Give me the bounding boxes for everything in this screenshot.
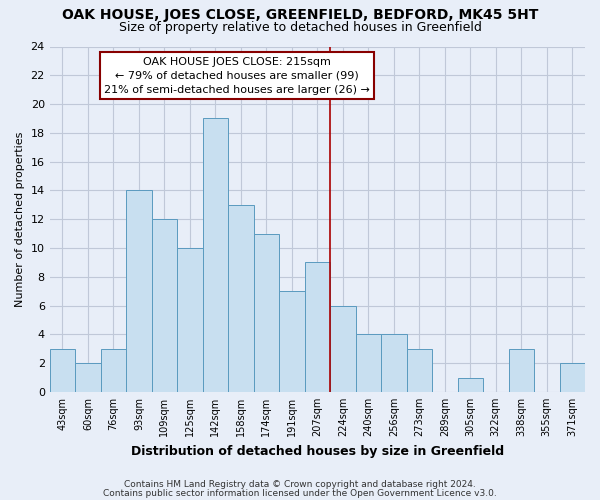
Text: OAK HOUSE, JOES CLOSE, GREENFIELD, BEDFORD, MK45 5HT: OAK HOUSE, JOES CLOSE, GREENFIELD, BEDFO… bbox=[62, 8, 538, 22]
Bar bbox=[75, 363, 101, 392]
Bar bbox=[356, 334, 381, 392]
Bar bbox=[305, 262, 330, 392]
Text: Contains HM Land Registry data © Crown copyright and database right 2024.: Contains HM Land Registry data © Crown c… bbox=[124, 480, 476, 489]
Bar bbox=[330, 306, 356, 392]
Bar bbox=[560, 363, 585, 392]
Text: Size of property relative to detached houses in Greenfield: Size of property relative to detached ho… bbox=[119, 21, 481, 34]
Bar bbox=[152, 219, 177, 392]
Bar bbox=[458, 378, 483, 392]
Bar bbox=[203, 118, 228, 392]
Bar bbox=[50, 349, 75, 392]
Text: Contains public sector information licensed under the Open Government Licence v3: Contains public sector information licen… bbox=[103, 488, 497, 498]
Text: OAK HOUSE JOES CLOSE: 215sqm
← 79% of detached houses are smaller (99)
21% of se: OAK HOUSE JOES CLOSE: 215sqm ← 79% of de… bbox=[104, 57, 370, 95]
Bar bbox=[407, 349, 432, 392]
Bar bbox=[228, 205, 254, 392]
X-axis label: Distribution of detached houses by size in Greenfield: Distribution of detached houses by size … bbox=[131, 444, 504, 458]
Bar bbox=[126, 190, 152, 392]
Bar bbox=[101, 349, 126, 392]
Bar bbox=[177, 248, 203, 392]
Bar bbox=[509, 349, 534, 392]
Bar bbox=[254, 234, 279, 392]
Bar bbox=[279, 291, 305, 392]
Y-axis label: Number of detached properties: Number of detached properties bbox=[15, 132, 25, 307]
Bar bbox=[381, 334, 407, 392]
